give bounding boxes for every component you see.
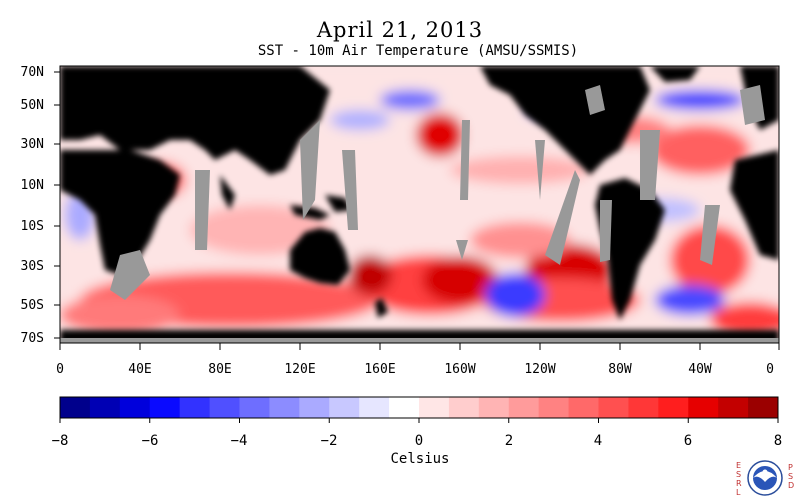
svg-text:S: S xyxy=(788,472,793,481)
colorbar-label-m2: −2 xyxy=(320,433,338,449)
colorbar-label-m4: −4 xyxy=(230,433,248,449)
colorbar-label-m8: −8 xyxy=(51,433,69,449)
lat-label-30n: 30N xyxy=(20,137,44,152)
svg-text:R: R xyxy=(736,479,742,488)
lon-label-0-right: 0 xyxy=(766,362,774,377)
lon-label-0-left: 0 xyxy=(56,362,64,377)
svg-text:E: E xyxy=(736,461,741,470)
svg-text:L: L xyxy=(736,488,741,497)
colorbar-label-0: 0 xyxy=(414,433,424,449)
svg-text:P: P xyxy=(788,463,793,472)
svg-text:D: D xyxy=(788,481,794,490)
colorbar-label-8: 8 xyxy=(773,433,783,449)
lon-label-80w: 80W xyxy=(608,362,632,377)
latitude-tick-marks xyxy=(54,71,60,339)
colorbar-label-6: 6 xyxy=(683,433,693,449)
land-masses xyxy=(60,66,779,343)
longitude-tick-marks xyxy=(59,343,780,350)
figure-subtitle: SST - 10m Air Temperature (AMSU/SSMIS) xyxy=(257,43,579,59)
lat-label-70s: 70S xyxy=(20,331,44,346)
lon-label-80e: 80E xyxy=(208,362,232,377)
lon-label-40e: 40E xyxy=(128,362,152,377)
lon-label-120e: 120E xyxy=(284,362,316,377)
map-frame xyxy=(59,65,780,344)
svg-text:S: S xyxy=(736,470,741,479)
lon-label-160e: 160E xyxy=(364,362,396,377)
lat-label-10s: 10S xyxy=(20,219,44,234)
colorbar-title: Celsius xyxy=(390,451,450,467)
noaa-logo-icon xyxy=(747,460,783,496)
colorbar-label-4: 4 xyxy=(593,433,603,449)
lon-label-40w: 40W xyxy=(688,362,712,377)
lat-label-10n: 10N xyxy=(20,178,44,193)
missing-data-swaths xyxy=(60,85,779,343)
lon-label-120w: 120W xyxy=(524,362,556,377)
lon-label-160w: 160W xyxy=(444,362,476,377)
figure-title: April 21, 2013 xyxy=(316,18,484,42)
lat-label-50n: 50N xyxy=(20,98,44,113)
colorbar-label-m6: −6 xyxy=(141,433,159,449)
lat-label-50s: 50S xyxy=(20,298,44,313)
lat-label-70n: 70N xyxy=(20,65,44,80)
psd-vertical-text: PSD xyxy=(788,463,794,490)
lat-label-30s: 30S xyxy=(20,259,44,274)
colorbar-label-2: 2 xyxy=(504,433,514,449)
